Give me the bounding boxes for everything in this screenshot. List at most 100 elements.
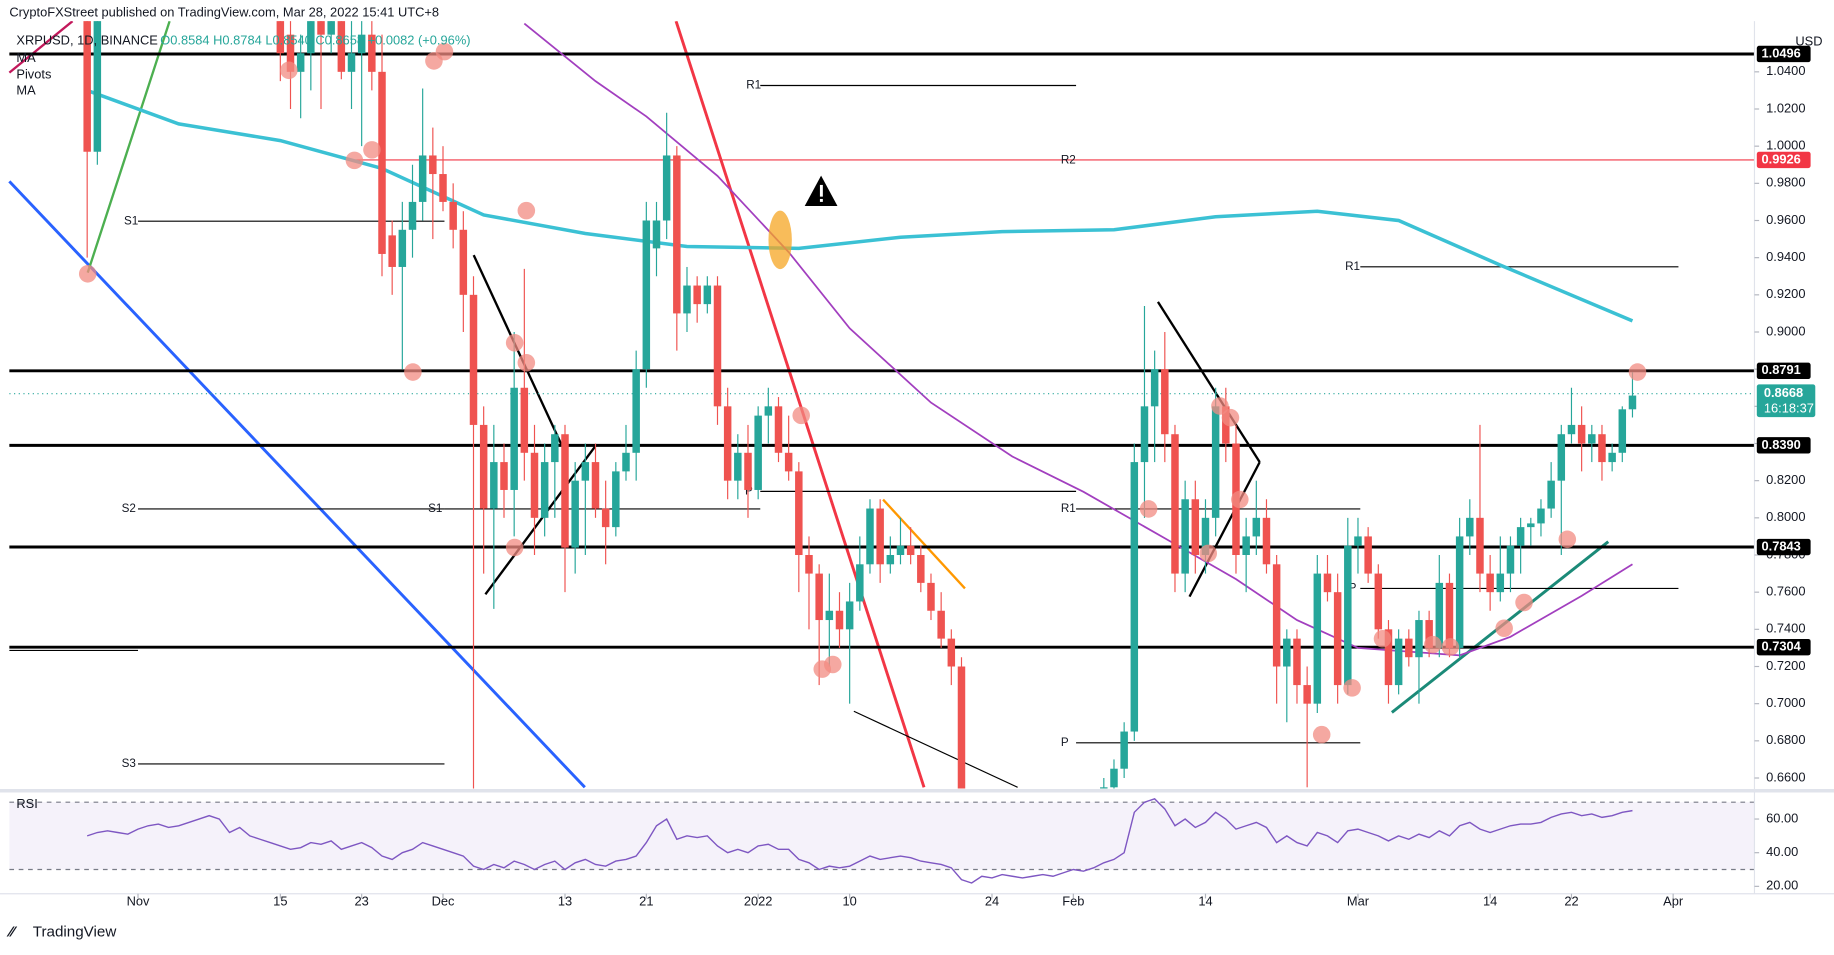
candle-body — [591, 462, 600, 509]
candle-body — [815, 573, 823, 621]
level-tag-label: 0.9926 — [1761, 151, 1800, 166]
candle-body — [1161, 369, 1169, 435]
candle-body — [408, 201, 417, 230]
x-tick-label: 21 — [639, 893, 653, 908]
y-tick-label: 0.9400 — [1766, 249, 1805, 264]
candle-body — [1201, 517, 1210, 556]
highlight-dot — [517, 201, 536, 220]
candle-body — [347, 53, 356, 72]
level-tag-label: 0.8390 — [1761, 437, 1800, 452]
symbol: XRPUSD, 1D, BINANCE — [16, 32, 158, 47]
candle-body — [835, 610, 844, 630]
candle-body — [1516, 527, 1525, 546]
candle-body — [754, 415, 762, 490]
candle-body — [1283, 638, 1291, 667]
candle-body — [723, 406, 732, 481]
candle-body — [673, 155, 681, 314]
candle-body — [317, 21, 325, 35]
candle-body — [1110, 768, 1118, 788]
highlight-dot — [1231, 490, 1249, 509]
rsi-title: RSI — [16, 796, 37, 811]
highlight-dot — [1221, 408, 1240, 427]
candle-body — [1405, 638, 1413, 658]
price-pane: R1 R2 S1 S2 S1 P R1 P R1 P S3 — [8, 21, 1755, 789]
trend-line — [674, 21, 926, 788]
candle-body — [957, 666, 966, 789]
level-tag-label: 0.7843 — [1761, 538, 1800, 553]
trend-line — [8, 180, 586, 789]
candle-body — [1547, 480, 1555, 509]
y-tick-label: 0.9800 — [1766, 175, 1805, 190]
candle-body — [327, 21, 335, 35]
candle-body — [1191, 499, 1200, 556]
candle-body — [1445, 582, 1454, 648]
candle-body — [83, 21, 91, 152]
candle-body — [1293, 638, 1301, 686]
candle-body — [1313, 573, 1322, 704]
highlight-dot — [517, 353, 536, 372]
candle-body — [479, 424, 488, 509]
axes — [0, 21, 1834, 895]
candle-body — [540, 462, 549, 518]
candle-body — [1262, 517, 1271, 565]
pivot-label: R1 — [746, 79, 761, 92]
y-tick-label: 1.0000 — [1766, 138, 1805, 153]
candle-body — [927, 582, 935, 611]
candle-body — [469, 294, 478, 425]
candle-body — [703, 285, 712, 305]
moving-average — [86, 88, 1634, 323]
highlight-dot — [505, 538, 524, 557]
candle-body — [561, 434, 569, 548]
candle-body — [459, 229, 468, 295]
current-price-tag — [1756, 384, 1816, 418]
x-tick-label: 14 — [1198, 893, 1212, 908]
candle-body — [917, 555, 925, 583]
currency: USD — [1795, 34, 1822, 49]
x-tick-label: Feb — [1062, 893, 1084, 908]
candle-body — [388, 235, 396, 267]
pivot-label: S1 — [428, 502, 442, 515]
rsi-tick-label: 20.00 — [1766, 878, 1798, 893]
candle-body — [1374, 573, 1383, 630]
pivot-label: S3 — [122, 757, 136, 770]
trend-line — [853, 710, 1018, 788]
highlight-dot — [345, 151, 364, 170]
y-tick-label: 1.0400 — [1766, 63, 1805, 78]
candle-body — [744, 452, 752, 490]
candle-body — [1537, 508, 1545, 524]
candle-body — [378, 71, 386, 254]
candle-body — [1486, 573, 1494, 593]
candle-body — [937, 610, 945, 639]
y-tick-label: 0.6600 — [1766, 769, 1805, 784]
candle-body — [276, 21, 285, 54]
candle-body — [337, 21, 346, 72]
publisher-note: CryptoFXStreet published on TradingView.… — [9, 4, 439, 19]
highlight-dot — [1211, 397, 1229, 415]
candle-body — [1598, 434, 1606, 463]
y-tick-label: 0.9000 — [1766, 323, 1805, 338]
indicator-legend: MA — [16, 50, 36, 65]
candle-body — [368, 34, 376, 72]
candle-body — [612, 471, 620, 528]
y-tick-label: 0.6800 — [1766, 732, 1805, 747]
highlight-dot — [1424, 635, 1442, 654]
x-tick-label: 15 — [273, 893, 287, 908]
highlight-dot — [363, 141, 381, 159]
candle-body — [876, 508, 884, 565]
candle-body — [764, 406, 773, 416]
candle-body — [551, 434, 559, 463]
level-tag-label: 0.7304 — [1761, 639, 1801, 654]
highlight — [768, 210, 792, 270]
highlight-dot — [1495, 619, 1513, 637]
candle-body — [1527, 523, 1535, 528]
candle-body — [805, 555, 813, 574]
candle-body — [520, 387, 529, 453]
x-tick-label: 2022 — [744, 893, 773, 908]
pivot-label: R1 — [1345, 260, 1360, 273]
candle-body — [1364, 536, 1372, 574]
y-tick-label: 0.9600 — [1766, 212, 1805, 227]
candle-body — [1242, 536, 1250, 556]
candle-body — [307, 21, 315, 54]
candle-body — [1323, 573, 1332, 593]
